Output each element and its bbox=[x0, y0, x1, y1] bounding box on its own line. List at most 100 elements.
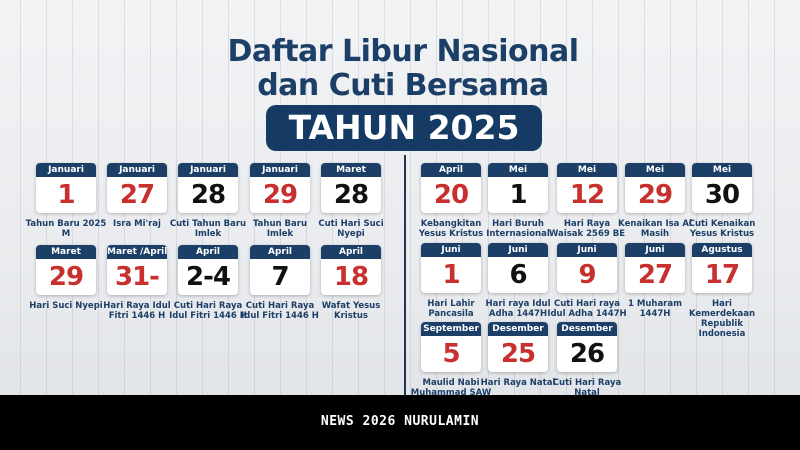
card-label: Tahun Baru 2025 M bbox=[25, 219, 107, 239]
card-label: 1 Muharam 1447H bbox=[628, 299, 682, 319]
card-month: Desember bbox=[488, 322, 548, 336]
card-day: 1 bbox=[509, 180, 527, 210]
card-label: Cuti Hari Raya Idul Fitri 1446 H bbox=[169, 301, 247, 321]
card-label: Cuti Tahun Baru Imlek bbox=[169, 219, 247, 239]
card-label: Hari Buruh Internasional bbox=[486, 219, 550, 239]
card-day: 29 bbox=[48, 262, 84, 292]
calendar-card: Maret 29 bbox=[36, 245, 96, 295]
calendar-card: Januari 1 bbox=[36, 163, 96, 213]
calendar-card: April 20 bbox=[421, 163, 481, 213]
card-day: 30 bbox=[704, 180, 740, 210]
card-day: 1 bbox=[442, 260, 460, 290]
card-label: Tahun Baru Imlek bbox=[252, 219, 307, 239]
card-day: 2-4 bbox=[186, 262, 231, 292]
calendar-card: Agustus 17 bbox=[692, 243, 752, 293]
card-day: 18 bbox=[333, 262, 369, 292]
card-month: Mei bbox=[557, 163, 617, 177]
calendar-card: Juni 6 bbox=[488, 243, 548, 293]
card-month: Mei bbox=[625, 163, 685, 177]
card-day: 31-1 bbox=[115, 262, 160, 292]
card-month: Maret bbox=[321, 163, 381, 177]
card-month: Mei bbox=[692, 163, 752, 177]
card-month: Agustus bbox=[692, 243, 752, 257]
card-label: Cuti Hari raya Idul Adha 1447H bbox=[547, 299, 627, 319]
calendar-card: Mei 30 bbox=[692, 163, 752, 213]
footer-text: NEWS 2026 NURULAMIN bbox=[320, 414, 480, 429]
footer-bar bbox=[0, 395, 800, 450]
background-line bbox=[98, 0, 99, 395]
card-month: September bbox=[421, 322, 481, 336]
card-label: Wafat Yesus Kristus bbox=[321, 301, 381, 321]
calendar-card: Desember 25 bbox=[488, 322, 548, 372]
card-label: Maulid Nabi Muhammad SAW bbox=[410, 378, 492, 398]
calendar-card: Maret /April 31-1 bbox=[107, 245, 167, 295]
card-month: Januari bbox=[36, 163, 96, 177]
card-day: 9 bbox=[578, 260, 596, 290]
calendar-card: September 5 bbox=[421, 322, 481, 372]
card-label: Cuti Hari Raya Natal bbox=[552, 378, 622, 398]
card-label: Hari Raya Waisak 2569 BE bbox=[548, 219, 626, 239]
card-label: Hari Lahir Pancasila bbox=[427, 299, 475, 319]
year-badge: TAHUN 2025 bbox=[266, 105, 542, 151]
card-month: Juni bbox=[625, 243, 685, 257]
calendar-card: Juni 27 bbox=[625, 243, 685, 293]
card-day: 29 bbox=[637, 180, 673, 210]
card-month: Juni bbox=[421, 243, 481, 257]
calendar-card: Januari 27 bbox=[107, 163, 167, 213]
card-day: 28 bbox=[190, 180, 226, 210]
card-day: 27 bbox=[119, 180, 155, 210]
card-month: April bbox=[250, 245, 310, 259]
calendar-card: Mei 29 bbox=[625, 163, 685, 213]
card-month: Januari bbox=[178, 163, 238, 177]
card-label: Hari Raya Idul Fitri 1446 H bbox=[103, 301, 171, 321]
title-line: Daftar Libur Nasional bbox=[227, 34, 579, 69]
card-month: April bbox=[321, 245, 381, 259]
card-month: April bbox=[421, 163, 481, 177]
background-line bbox=[176, 0, 177, 395]
calendar-card: Januari 28 bbox=[178, 163, 238, 213]
background-line bbox=[384, 0, 385, 395]
card-label: Hari Kemerdekaan Republik Indonesia bbox=[688, 299, 756, 339]
card-month: Januari bbox=[250, 163, 310, 177]
card-label: Hari Suci Nyepi bbox=[29, 301, 103, 311]
calendar-card: Mei 1 bbox=[488, 163, 548, 213]
card-month: Januari bbox=[107, 163, 167, 177]
calendar-card: April 18 bbox=[321, 245, 381, 295]
card-day: 7 bbox=[271, 262, 289, 292]
calendar-card: Maret 28 bbox=[321, 163, 381, 213]
card-day: 28 bbox=[333, 180, 369, 210]
card-day: 1 bbox=[57, 180, 75, 210]
card-day: 20 bbox=[433, 180, 469, 210]
calendar-card: Juni 1 bbox=[421, 243, 481, 293]
background-line bbox=[20, 0, 21, 395]
card-label: Kenaikan Isa Al Masih bbox=[618, 219, 692, 239]
card-label: Cuti Hari Raya Idul Fitri 1446 H bbox=[241, 301, 319, 321]
card-month: Desember bbox=[557, 322, 617, 336]
divider bbox=[404, 155, 406, 395]
calendar-card: April 2-4 bbox=[178, 245, 238, 295]
card-month: Maret /April bbox=[107, 245, 167, 259]
calendar-card: April 7 bbox=[250, 245, 310, 295]
calendar-card: Januari 29 bbox=[250, 163, 310, 213]
card-month: April bbox=[178, 245, 238, 259]
card-day: 12 bbox=[569, 180, 605, 210]
card-day: 26 bbox=[569, 339, 605, 369]
card-label: Hari Raya Natal bbox=[480, 378, 556, 388]
background-line bbox=[618, 0, 619, 395]
calendar-card: Desember 26 bbox=[557, 322, 617, 372]
calendar-card: Juni 9 bbox=[557, 243, 617, 293]
card-month: Maret bbox=[36, 245, 96, 259]
card-month: Juni bbox=[488, 243, 548, 257]
card-day: 25 bbox=[500, 339, 536, 369]
calendar-card: Mei 12 bbox=[557, 163, 617, 213]
card-day: 17 bbox=[704, 260, 740, 290]
title-line: dan Cuti Bersama bbox=[257, 68, 549, 103]
card-label: Isra Mi'raj bbox=[113, 219, 161, 229]
card-label: Hari raya Idul Adha 1447H bbox=[485, 299, 551, 319]
card-label: Cuti Hari Suci Nyepi bbox=[318, 219, 384, 239]
card-label: Kebangkitan Yesus Kristus bbox=[418, 219, 484, 239]
background-line bbox=[774, 0, 775, 395]
background-line bbox=[410, 0, 411, 395]
card-day: 27 bbox=[637, 260, 673, 290]
